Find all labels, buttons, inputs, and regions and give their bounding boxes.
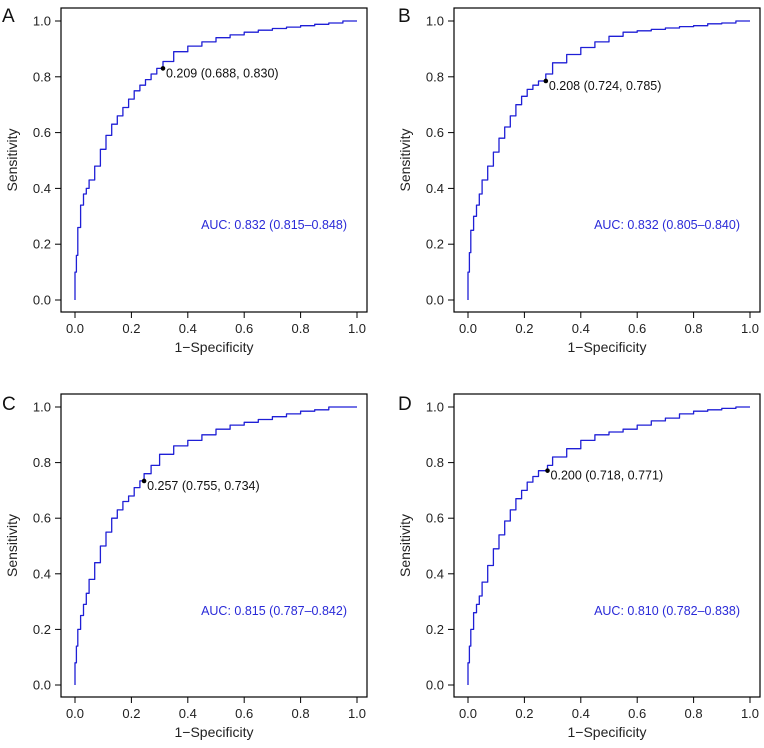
y-tick-label: 0.2 — [426, 622, 444, 637]
x-tick-label: 0.6 — [628, 706, 646, 721]
x-tick-label: 0.2 — [122, 706, 140, 721]
y-tick-label: 0.8 — [33, 69, 51, 84]
panel-letter: B — [398, 6, 411, 27]
x-tick-label: 0.4 — [572, 321, 590, 336]
x-tick-label: 1.0 — [348, 706, 366, 721]
roc-curve — [467, 406, 750, 685]
x-tick-label: 0.2 — [122, 321, 140, 336]
x-tick-label: 0.0 — [459, 321, 477, 336]
plot-frame — [453, 7, 761, 313]
y-axis-title: Sensitivity — [4, 514, 20, 577]
y-tick-label: 0.4 — [426, 566, 444, 581]
threshold-point — [141, 478, 147, 484]
plot-frame — [60, 393, 368, 698]
x-tick-label: 1.0 — [741, 706, 759, 721]
x-tick-label: 0.8 — [292, 321, 310, 336]
x-tick-label: 1.0 — [348, 321, 366, 336]
y-axis-title: Sensitivity — [397, 514, 413, 577]
panel-letter: A — [2, 6, 15, 27]
x-axis-title: 1−Specificity — [175, 339, 254, 355]
threshold-label: 0.209 (0.688, 0.830) — [166, 66, 279, 80]
y-tick-label: 0.4 — [33, 566, 51, 581]
x-tick-label: 0.6 — [628, 321, 646, 336]
y-tick-label: 0.0 — [426, 293, 444, 308]
x-axis-title: 1−Specificity — [568, 339, 647, 355]
x-axis-title: 1−Specificity — [175, 724, 254, 740]
y-tick-label: 0.8 — [426, 455, 444, 470]
y-tick-label: 0.6 — [426, 125, 444, 140]
y-tick-label: 0.0 — [33, 678, 51, 693]
y-tick-label: 0.8 — [33, 455, 51, 470]
x-tick-label: 0.0 — [66, 706, 84, 721]
x-tick-label: 0.4 — [179, 706, 197, 721]
roc-panel-b: B 0.0 0.2 0.4 0.6 0.8 1.0 0.0 0.2 0.4 0.6 0.8 1.0 1−S… — [397, 6, 761, 355]
x-tick-label: 0.8 — [685, 706, 703, 721]
roc-curve — [74, 20, 357, 300]
y-tick-label: 0.2 — [426, 237, 444, 252]
roc-panel-c: C 0.0 0.2 0.4 0.6 0.8 1.0 0.0 0.2 0.4 0.6 0.8 1.0 1−S… — [2, 393, 368, 740]
y-tick-label: 0.6 — [426, 511, 444, 526]
auc-label: AUC: 0.815 (0.787–0.842) — [201, 604, 347, 618]
x-axis-title: 1−Specificity — [568, 724, 647, 740]
y-tick-label: 0.0 — [33, 293, 51, 308]
roc-curve — [74, 406, 357, 685]
x-tick-label: 1.0 — [741, 321, 759, 336]
x-tick-label: 0.8 — [685, 321, 703, 336]
x-tick-label: 0.2 — [515, 706, 533, 721]
y-axis-title: Sensitivity — [397, 128, 413, 191]
x-tick-label: 0.0 — [459, 706, 477, 721]
threshold-point — [160, 66, 166, 71]
auc-label: AUC: 0.810 (0.782–0.838) — [594, 604, 740, 618]
x-tick-label: 0.6 — [235, 321, 253, 336]
threshold-point — [543, 78, 549, 84]
threshold-point — [545, 468, 550, 473]
plot-frame — [453, 393, 761, 698]
plot-frame — [60, 7, 368, 313]
threshold-label: 0.208 (0.724, 0.785) — [549, 79, 662, 93]
x-tick-label: 0.4 — [179, 321, 197, 336]
panel-letter: C — [2, 394, 16, 415]
y-tick-label: 0.2 — [33, 237, 51, 252]
y-tick-label: 1.0 — [33, 14, 51, 29]
x-tick-label: 0.6 — [235, 706, 253, 721]
y-tick-label: 1.0 — [426, 14, 444, 29]
roc-panel-d: D 0.0 0.2 0.4 0.6 0.8 1.0 0.0 0.2 0.4 0.6 0.8 1.0 1−S… — [397, 393, 761, 740]
y-tick-label: 0.6 — [33, 511, 51, 526]
threshold-label: 0.257 (0.755, 0.734) — [147, 479, 260, 493]
x-tick-label: 0.4 — [572, 706, 590, 721]
y-tick-label: 0.2 — [33, 622, 51, 637]
roc-curve — [467, 20, 750, 300]
y-tick-label: 1.0 — [33, 400, 51, 415]
auc-label: AUC: 0.832 (0.805–0.840) — [594, 218, 740, 232]
y-axis-title: Sensitivity — [4, 128, 20, 191]
x-tick-label: 0.8 — [292, 706, 310, 721]
roc-panel-a: A 0.0 0.2 0.4 0.6 0.8 1.0 0.0 0.2 0.4 0.6 0.8 1.0 1−S… — [2, 6, 368, 355]
y-tick-label: 0.0 — [426, 678, 444, 693]
y-tick-label: 0.8 — [426, 69, 444, 84]
y-tick-label: 0.4 — [426, 181, 444, 196]
y-tick-label: 0.4 — [33, 181, 51, 196]
auc-label: AUC: 0.832 (0.815–0.848) — [201, 218, 347, 232]
y-tick-label: 0.6 — [33, 125, 51, 140]
panel-letter: D — [398, 394, 412, 415]
y-tick-label: 1.0 — [426, 400, 444, 415]
x-tick-label: 0.0 — [66, 321, 84, 336]
x-tick-label: 0.2 — [515, 321, 533, 336]
threshold-label: 0.200 (0.718, 0.771) — [551, 469, 664, 483]
